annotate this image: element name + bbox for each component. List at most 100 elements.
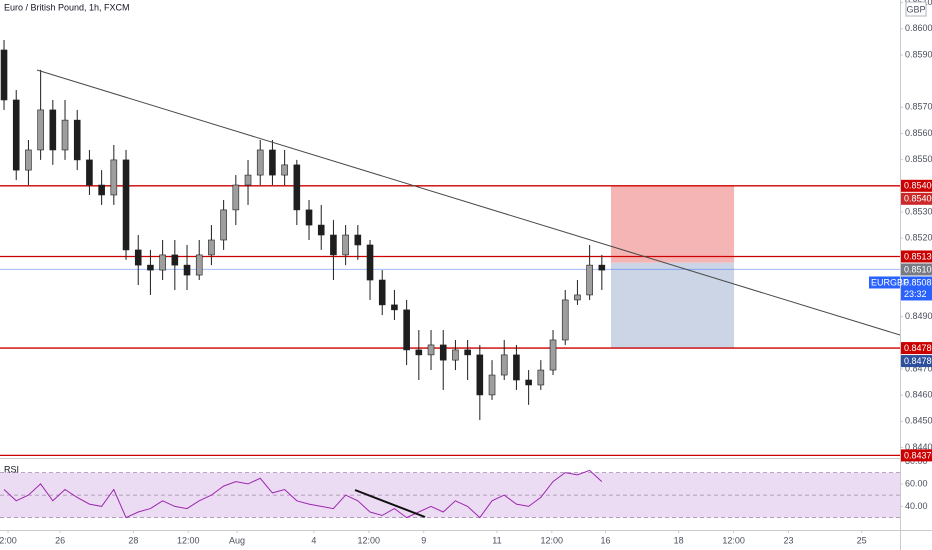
label-layer: 2:00 26 28 12:00 Aug 4 12:00 9 11 12:00 16 18 12:00 2… [0, 179, 932, 545]
candle-body [98, 184, 105, 196]
candle-body [244, 174, 252, 186]
candle-body [232, 184, 240, 211]
x-tick-label: 11 [492, 535, 501, 545]
price-label-box [901, 449, 932, 462]
candle-body [525, 379, 532, 386]
price-label-box [901, 355, 932, 368]
candle-body [476, 354, 484, 396]
x-tick-label: 16 [600, 535, 610, 545]
candle-body [281, 164, 288, 176]
candle-body [86, 159, 93, 186]
candle-body [134, 249, 142, 266]
candle-body [12, 99, 20, 171]
rsi-title: RSI [4, 464, 19, 474]
candle-body [110, 159, 118, 196]
candle-body [354, 234, 362, 246]
candle-body [391, 304, 398, 311]
candle-body [183, 264, 191, 276]
candle-body [195, 254, 203, 276]
x-tick-label: 4 [311, 535, 316, 545]
candle-body [49, 109, 57, 151]
mark-layer [0, 40, 606, 519]
x-tick-label: 12:00 [177, 535, 200, 545]
candle-body [598, 264, 606, 271]
x-tick-label: 12:00 [541, 535, 564, 545]
candle-body [147, 264, 154, 271]
candle-body [415, 349, 423, 356]
candle-body [122, 159, 130, 251]
chart-title: Euro / British Pound, 1h, FXCM [4, 2, 130, 12]
candle-body [586, 264, 593, 296]
candle-body [208, 239, 215, 256]
candle-body [403, 309, 410, 351]
x-tick-label: 25 [857, 535, 867, 545]
x-tick-label: 2:00 [0, 535, 17, 545]
candle-body [25, 149, 32, 171]
price-label-box [901, 250, 932, 263]
candle-body [439, 344, 447, 361]
price-label: 0.84370 [904, 450, 932, 460]
rsi-y-tick-label: 40.00 [905, 501, 928, 511]
x-tick-label: 9 [421, 535, 426, 545]
candle-body [159, 254, 166, 271]
y-tick-label: 0.84400 [905, 442, 932, 452]
x-tick-label: 23 [783, 535, 793, 545]
currency: GBP [906, 4, 925, 14]
x-tick-label: Aug [229, 535, 245, 545]
candle-body [61, 119, 69, 151]
candle-body [574, 294, 581, 301]
candle-body [452, 349, 459, 361]
candle-body [427, 344, 435, 356]
candle-body [549, 339, 557, 371]
target-zone [610, 262, 735, 349]
price-label-box [901, 192, 932, 205]
candle-body [342, 234, 349, 256]
candle-body [378, 279, 386, 306]
currency-box[interactable] [905, 1, 927, 17]
x-tick-label: 26 [55, 535, 65, 545]
stop-zone [610, 185, 735, 263]
candle-body [464, 349, 471, 356]
countdown: 23:32 [904, 289, 927, 299]
candle-body [500, 354, 508, 376]
price-label-box [901, 276, 932, 301]
candle-body [73, 119, 81, 161]
x-tick-label: 12:00 [722, 535, 745, 545]
price-label-box [901, 263, 932, 276]
price-label-box [901, 179, 932, 192]
x-tick-label: 28 [128, 535, 138, 545]
symbol-label: EURGBP [871, 277, 909, 287]
price-label-box [901, 342, 932, 355]
candle-body [488, 374, 496, 396]
candle-body [537, 369, 545, 386]
background-layer: 0.861000.860000.859000.857000.856000.855… [0, 0, 932, 533]
candle-body [256, 149, 264, 176]
candle-body [366, 244, 374, 281]
symbol-box [869, 276, 900, 289]
price-label: 0.85106 [904, 264, 932, 274]
candle-body [513, 354, 520, 381]
candle-body [293, 164, 301, 211]
rsi-line [3, 469, 603, 519]
price-label: 0.85081 [904, 277, 932, 287]
candle-body [171, 254, 179, 266]
divergence-line [354, 489, 426, 518]
x-tick-label: 18 [674, 535, 684, 545]
candle-body [330, 234, 337, 256]
candle-body [220, 209, 227, 241]
candle-body [561, 299, 569, 341]
